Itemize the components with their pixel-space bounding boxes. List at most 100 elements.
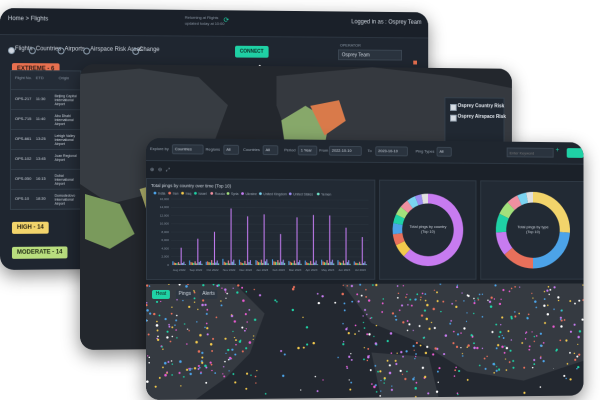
bar[interactable]: [288, 261, 289, 265]
bar[interactable]: [262, 263, 263, 265]
bar[interactable]: [265, 261, 266, 265]
tab-airports[interactable]: Airports: [65, 46, 85, 52]
legend-entry[interactable]: Russia: [215, 192, 225, 196]
bar[interactable]: [255, 260, 256, 265]
table-row[interactable]: OPS-217 11:30 Beijing Capital Internatio…: [11, 89, 80, 110]
tab-countries-radio[interactable]: [29, 47, 36, 54]
bar[interactable]: [279, 263, 280, 265]
bar[interactable]: [246, 264, 247, 265]
donut-slice[interactable]: [519, 198, 527, 201]
logged-in-user[interactable]: Logged in as : Osprey Team: [351, 19, 421, 25]
bar[interactable]: [261, 260, 262, 265]
bar[interactable]: [283, 260, 284, 265]
bar[interactable]: [276, 262, 277, 265]
add-icon[interactable]: +: [556, 147, 560, 154]
from-date-input[interactable]: 2022-10-10: [329, 146, 362, 156]
bar[interactable]: [197, 239, 198, 265]
bar[interactable]: [275, 262, 276, 265]
period-select[interactable]: 1 Year: [298, 145, 317, 155]
moderate-risk-badge[interactable]: MODERATE - 14: [12, 246, 67, 258]
bar[interactable]: [328, 263, 329, 265]
bar[interactable]: [329, 215, 330, 265]
tab-flights-radio[interactable]: [8, 47, 15, 54]
high-risk-badge[interactable]: HIGH - 14: [12, 222, 49, 234]
bar[interactable]: [322, 261, 323, 265]
donut-slice[interactable]: [398, 216, 400, 223]
bar[interactable]: [364, 261, 365, 265]
donut-slice[interactable]: [397, 224, 398, 234]
bar[interactable]: [251, 264, 252, 265]
bar[interactable]: [257, 261, 258, 265]
bar[interactable]: [363, 263, 364, 265]
bar[interactable]: [239, 260, 240, 265]
bar[interactable]: [324, 262, 325, 265]
bar[interactable]: [305, 261, 306, 265]
legend-entry[interactable]: United States: [293, 192, 313, 196]
bar[interactable]: [225, 263, 226, 265]
tab-airspace-radio[interactable]: [83, 48, 90, 55]
bar[interactable]: [210, 263, 211, 265]
bar[interactable]: [235, 264, 236, 265]
bar[interactable]: [321, 260, 322, 265]
bar[interactable]: [306, 262, 307, 265]
bar[interactable]: [264, 214, 265, 265]
donut-slice[interactable]: [508, 251, 533, 263]
airspace-risk-checkbox[interactable]: [450, 115, 457, 122]
bar[interactable]: [207, 261, 208, 265]
bar[interactable]: [218, 263, 219, 265]
bar[interactable]: [291, 263, 292, 265]
bar[interactable]: [222, 259, 223, 265]
bar[interactable]: [314, 263, 315, 265]
legend-entry[interactable]: Syria: [231, 192, 239, 196]
bar[interactable]: [331, 262, 332, 265]
donut-slice[interactable]: [533, 232, 565, 263]
bar[interactable]: [224, 262, 225, 265]
bar[interactable]: [214, 232, 215, 265]
donut-slice[interactable]: [410, 201, 417, 205]
bar[interactable]: [340, 263, 341, 265]
ping-types-select[interactable]: All: [437, 147, 452, 157]
bar[interactable]: [232, 262, 233, 265]
bar[interactable]: [175, 263, 176, 265]
tab-change-radio[interactable]: [132, 48, 139, 55]
bar[interactable]: [292, 263, 293, 265]
bar[interactable]: [281, 262, 282, 265]
bar[interactable]: [268, 263, 269, 265]
col-etd[interactable]: ETD: [36, 75, 44, 80]
bar[interactable]: [178, 262, 179, 265]
bar[interactable]: [358, 263, 359, 265]
donut-slice[interactable]: [422, 199, 428, 200]
bar[interactable]: [185, 264, 186, 265]
map-tab-heat[interactable]: Heat: [152, 290, 170, 299]
bar[interactable]: [359, 262, 360, 265]
table-row[interactable]: OPS-661 13:25 Lehigh Valley Internationa…: [11, 129, 80, 150]
bar[interactable]: [242, 263, 243, 265]
tab-airports-radio[interactable]: [58, 47, 65, 54]
zoom-out-icon[interactable]: ⊖: [158, 167, 162, 173]
bar[interactable]: [183, 262, 184, 265]
bar[interactable]: [301, 264, 302, 265]
legend-entry[interactable]: Israel: [198, 192, 206, 196]
bar[interactable]: [299, 260, 300, 265]
apply-button[interactable]: [567, 148, 584, 158]
pings-bar-chart[interactable]: Total pings by country over time (Top 10…: [147, 179, 374, 279]
bar[interactable]: [354, 261, 355, 265]
legend-entry[interactable]: Yemen: [321, 192, 331, 196]
col-origin[interactable]: Origin: [59, 75, 70, 80]
bar[interactable]: [348, 260, 349, 265]
bar[interactable]: [226, 263, 227, 265]
bar[interactable]: [211, 260, 212, 265]
bar[interactable]: [310, 261, 311, 265]
explore-by-select[interactable]: Countries: [172, 144, 204, 154]
connect-button[interactable]: CONNECT: [235, 46, 268, 58]
bar[interactable]: [243, 263, 244, 265]
bar[interactable]: [333, 263, 334, 265]
bar[interactable]: [325, 263, 326, 265]
bar[interactable]: [360, 264, 361, 265]
bar[interactable]: [337, 260, 338, 265]
bar[interactable]: [312, 264, 313, 265]
operator-select[interactable]: Osprey Team: [338, 49, 402, 60]
donut-slice[interactable]: [504, 206, 511, 216]
bar[interactable]: [280, 234, 281, 265]
donut-slice[interactable]: [400, 210, 404, 217]
